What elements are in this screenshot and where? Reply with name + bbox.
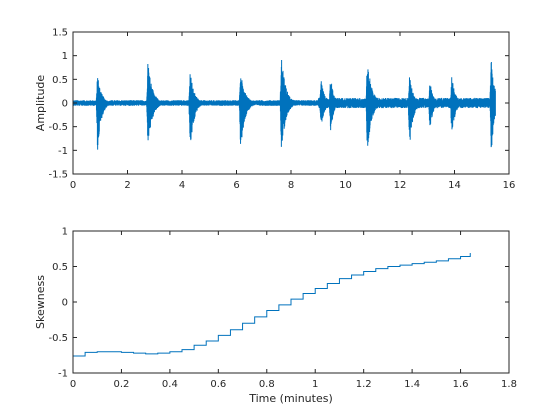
amplitude-y-tick-label: 1 <box>62 51 68 62</box>
amplitude-y-tick-label: -1 <box>58 146 68 157</box>
amplitude-x-tick-label: 6 <box>233 180 239 191</box>
amplitude-x-tick-label: 0 <box>70 180 76 191</box>
amplitude-x-tick-label: 4 <box>179 180 185 191</box>
amplitude-y-tick-label: -0.5 <box>48 122 68 133</box>
amplitude-y-tick-label: 0 <box>62 99 68 110</box>
skewness-x-tick-label: 1.4 <box>404 379 420 390</box>
amplitude-y-tick-label: 1.5 <box>52 28 68 39</box>
skewness-y-tick-label: 1 <box>62 227 68 238</box>
amplitude-y-tick-label: 0.5 <box>52 75 68 86</box>
amplitude-series <box>72 60 496 150</box>
amplitude-x-tick-label: 8 <box>288 180 294 191</box>
skewness-x-tick-label: 1 <box>312 379 318 390</box>
amplitude-x-tick-label: 12 <box>394 180 407 191</box>
skewness-y-axis-label: Skewness <box>34 275 47 329</box>
skewness-y-tick-label: -1 <box>58 369 68 380</box>
skewness-x-ticks: 0 0.2 0.4 0.6 0.8 1 1.2 1.4 1.6 1.8 <box>70 231 517 390</box>
amplitude-y-ticks: -1.5 -1 -0.5 0 0.5 1 1.5 <box>48 28 509 181</box>
skewness-series <box>73 253 471 357</box>
amplitude-y-tick-label: -1.5 <box>48 170 68 181</box>
amplitude-waveform <box>72 60 496 150</box>
amplitude-x-tick-label: 16 <box>503 180 516 191</box>
skewness-y-tick-label: -0.5 <box>48 333 68 344</box>
skewness-y-tick-label: 0 <box>62 298 68 309</box>
skewness-x-tick-label: 0.2 <box>113 379 129 390</box>
skewness-x-tick-label: 1.8 <box>501 379 517 390</box>
amplitude-y-axis-label: Amplitude <box>34 75 47 132</box>
skewness-x-tick-label: 0.4 <box>162 379 178 390</box>
skewness-x-axis-label: Time (minutes) <box>248 392 333 405</box>
skewness-line <box>73 253 471 357</box>
skewness-x-tick-label: 1.2 <box>356 379 372 390</box>
amplitude-x-ticks: 0 2 4 6 8 10 12 14 16 <box>70 32 516 191</box>
skewness-x-tick-label: 0.8 <box>259 379 275 390</box>
amplitude-x-tick-label: 14 <box>448 180 461 191</box>
skewness-x-tick-label: 0.6 <box>210 379 226 390</box>
skewness-plot: 0 0.2 0.4 0.6 0.8 1 1.2 1.4 1.6 1.8 -1 -0.5 0 0.5 1 T… <box>34 227 517 406</box>
skewness-x-tick-label: 0 <box>70 379 76 390</box>
skewness-x-tick-label: 1.6 <box>453 379 469 390</box>
skewness-y-ticks: -1 -0.5 0 0.5 1 <box>48 227 509 380</box>
amplitude-plot: 0 2 4 6 8 10 12 14 16 -1.5 -1 -0.5 0 0.5 1 1.5 Amplitu… <box>34 28 515 192</box>
skewness-y-tick-label: 0.5 <box>52 262 68 273</box>
amplitude-x-tick-label: 10 <box>339 180 352 191</box>
amplitude-x-tick-label: 2 <box>124 180 130 191</box>
